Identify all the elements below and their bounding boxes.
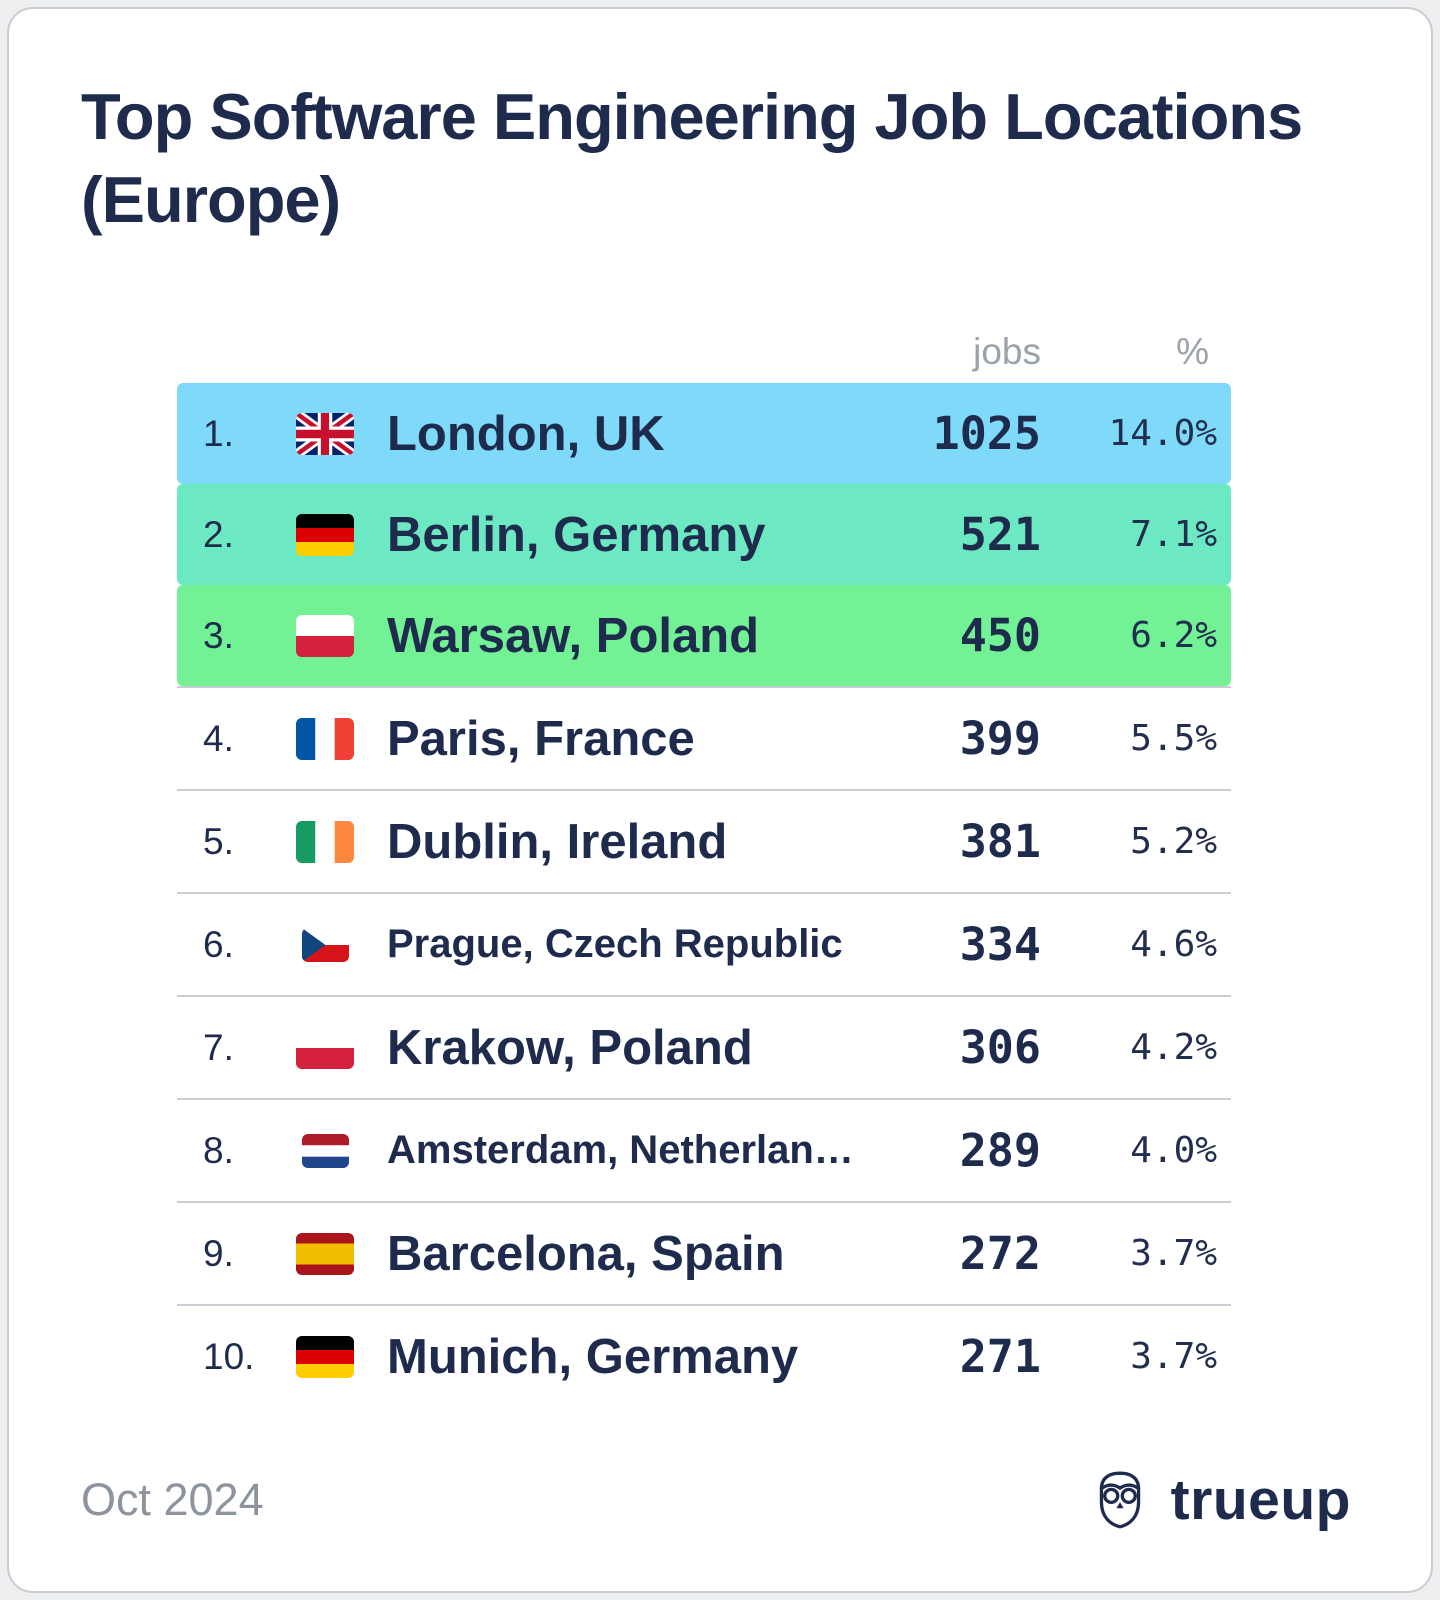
date-label: Oct 2024 [81, 1474, 264, 1525]
location-label: Prague, Czech Republic [387, 922, 843, 967]
rank-label: 9. [203, 1232, 234, 1274]
rank-label: 8. [203, 1129, 234, 1171]
percent-value: 5.5% [1130, 718, 1217, 760]
percent-value: 4.6% [1130, 924, 1217, 966]
jobs-value: 271 [959, 1330, 1041, 1384]
rank-label: 2. [203, 513, 234, 555]
percent-value: 3.7% [1130, 1336, 1217, 1378]
ranking-table-body: 1. London, UK 1025 14.0% 2. Berlin, Germany… [177, 383, 1231, 1407]
spain-flag-icon [296, 1232, 354, 1275]
jobs-value: 381 [959, 815, 1041, 869]
percent-value: 14.0% [1108, 413, 1217, 455]
jobs-column-header: jobs [973, 331, 1041, 373]
location-label: Paris, France [387, 711, 695, 766]
rank-label: 7. [203, 1026, 234, 1068]
table-row: 7. Krakow, Poland 306 4.2% [177, 995, 1231, 1098]
jobs-value: 289 [959, 1124, 1041, 1178]
table-row: 4. Paris, France 399 5.5% [177, 686, 1231, 789]
jobs-value: 334 [959, 918, 1041, 972]
ireland-flag-icon [296, 820, 354, 863]
table-row: 9. Barcelona, Spain 272 3.7% [177, 1201, 1231, 1304]
jobs-value: 1025 [932, 407, 1041, 461]
rank-label: 1. [203, 412, 234, 454]
location-label: Berlin, Germany [387, 507, 766, 562]
percent-value: 7.1% [1130, 514, 1217, 556]
table-row: 6. Prague, Czech Republic 334 4.6% [177, 892, 1231, 995]
uk-flag-icon [296, 412, 354, 455]
germany-flag-icon [296, 1335, 354, 1378]
table-row: 3. Warsaw, Poland 450 6.2% [177, 585, 1231, 687]
percent-value: 5.2% [1130, 821, 1217, 863]
table-row: 10. Munich, Germany 271 3.7% [177, 1304, 1231, 1407]
rank-label: 6. [203, 923, 234, 965]
poland-flag-icon [296, 1026, 354, 1069]
jobs-value: 521 [959, 508, 1041, 562]
location-label: Krakow, Poland [387, 1020, 753, 1075]
percent-value: 3.7% [1130, 1233, 1217, 1275]
poland-flag-icon [296, 614, 354, 657]
percent-value: 4.0% [1130, 1130, 1217, 1172]
germany-flag-icon [296, 513, 354, 556]
location-label: London, UK [387, 406, 665, 461]
footer: Oct 2024 trueup [81, 1467, 1351, 1533]
rank-label: 3. [203, 614, 234, 656]
jobs-value: 450 [959, 609, 1041, 663]
jobs-value: 399 [959, 712, 1041, 766]
rank-label: 4. [203, 717, 234, 759]
table-row: 8. Amsterdam, Netherlan… 289 4.0% [177, 1098, 1231, 1201]
table-row: 5. Dublin, Ireland 381 5.2% [177, 789, 1231, 892]
rank-label: 5. [203, 820, 234, 862]
brand-logo: trueup [1087, 1467, 1351, 1533]
location-label: Barcelona, Spain [387, 1226, 785, 1281]
ranking-table: jobs % 1. London, UK 1025 14.0% 2. Berlin, … [177, 311, 1231, 1407]
percent-value: 6.2% [1130, 615, 1217, 657]
brand-name: trueup [1170, 1468, 1351, 1532]
jobs-value: 272 [959, 1227, 1041, 1281]
table-row: 1. London, UK 1025 14.0% [177, 383, 1231, 485]
location-label: Amsterdam, Netherlan… [387, 1128, 851, 1173]
location-label: Munich, Germany [387, 1329, 799, 1384]
czech-flag-icon [301, 927, 349, 962]
france-flag-icon [296, 717, 354, 760]
netherlands-flag-icon [301, 1133, 349, 1168]
location-label: Warsaw, Poland [387, 608, 760, 663]
infographic-card: Top Software Engineering Job Locations (… [7, 7, 1433, 1593]
table-header-row: jobs % [177, 311, 1231, 383]
percent-value: 4.2% [1130, 1027, 1217, 1069]
jobs-value: 306 [959, 1021, 1041, 1075]
percent-column-header: % [1176, 331, 1209, 373]
page-title: Top Software Engineering Job Locations (… [81, 80, 1303, 237]
rank-label: 10. [203, 1335, 255, 1377]
owl-icon [1087, 1467, 1153, 1533]
location-label: Dublin, Ireland [387, 814, 728, 869]
table-row: 2. Berlin, Germany 521 7.1% [177, 484, 1231, 586]
